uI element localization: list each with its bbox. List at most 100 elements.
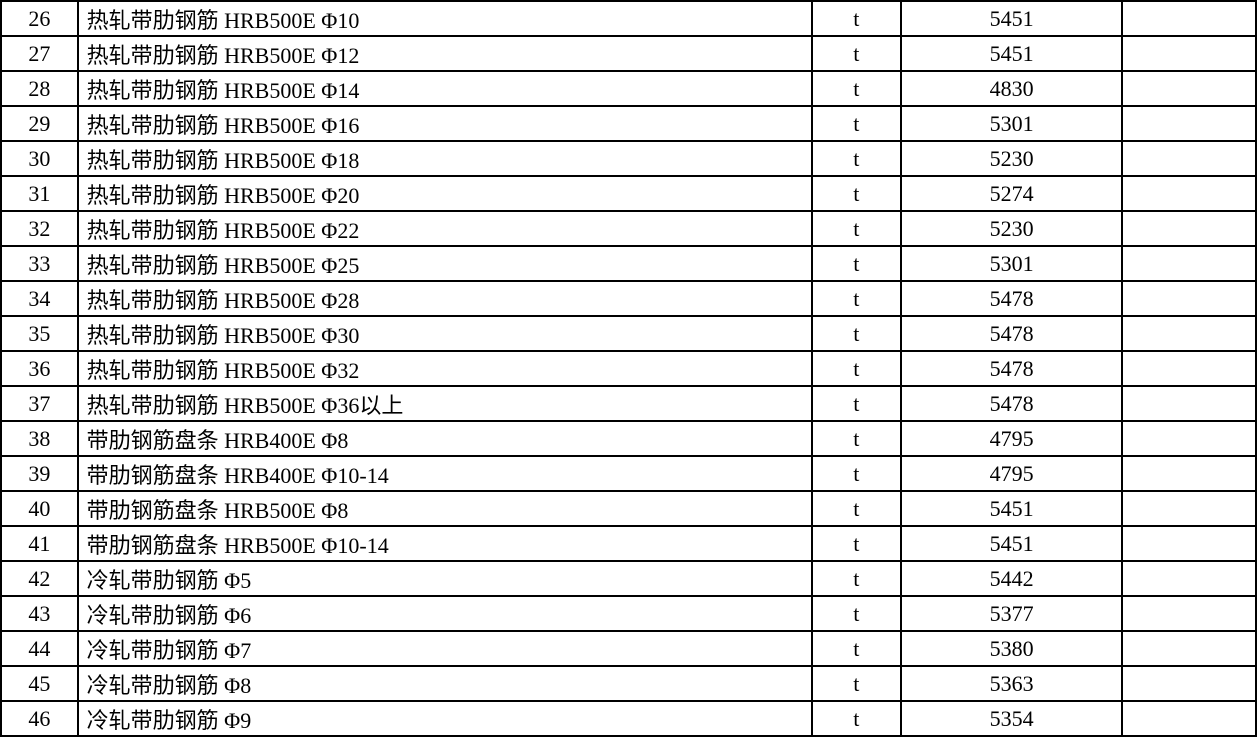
cell-unit: t: [812, 561, 901, 596]
cell-blank: [1122, 106, 1256, 141]
cell-index: 46: [1, 701, 78, 736]
cell-price: 5301: [901, 106, 1123, 141]
cell-unit: t: [812, 36, 901, 71]
cell-index: 45: [1, 666, 78, 701]
table-row: 41带肋钢筋盘条 HRB500E Φ10-14t5451: [1, 526, 1256, 561]
cell-price: 5230: [901, 141, 1123, 176]
cell-blank: [1122, 211, 1256, 246]
cell-index: 29: [1, 106, 78, 141]
cell-index: 31: [1, 176, 78, 211]
cell-index: 43: [1, 596, 78, 631]
cell-unit: t: [812, 596, 901, 631]
cell-blank: [1122, 666, 1256, 701]
cell-description: 冷轧带肋钢筋 Φ9: [78, 701, 812, 736]
cell-unit: t: [812, 701, 901, 736]
cell-blank: [1122, 176, 1256, 211]
cell-blank: [1122, 561, 1256, 596]
cell-description: 冷轧带肋钢筋 Φ6: [78, 596, 812, 631]
cell-price: 5230: [901, 211, 1123, 246]
table-row: 42冷轧带肋钢筋 Φ5t5442: [1, 561, 1256, 596]
table-body: 26热轧带肋钢筋 HRB500E Φ10t545127热轧带肋钢筋 HRB500…: [1, 1, 1256, 736]
cell-description: 热轧带肋钢筋 HRB500E Φ18: [78, 141, 812, 176]
cell-unit: t: [812, 211, 901, 246]
cell-blank: [1122, 701, 1256, 736]
cell-index: 40: [1, 491, 78, 526]
steel-price-table: 26热轧带肋钢筋 HRB500E Φ10t545127热轧带肋钢筋 HRB500…: [0, 0, 1257, 737]
cell-index: 42: [1, 561, 78, 596]
table-row: 38带肋钢筋盘条 HRB400E Φ8t4795: [1, 421, 1256, 456]
cell-index: 36: [1, 351, 78, 386]
cell-description: 带肋钢筋盘条 HRB500E Φ8: [78, 491, 812, 526]
cell-blank: [1122, 491, 1256, 526]
cell-price: 5451: [901, 491, 1123, 526]
table-row: 45冷轧带肋钢筋 Φ8t5363: [1, 666, 1256, 701]
cell-index: 44: [1, 631, 78, 666]
table-row: 46冷轧带肋钢筋 Φ9t5354: [1, 701, 1256, 736]
steel-price-table-container: 26热轧带肋钢筋 HRB500E Φ10t545127热轧带肋钢筋 HRB500…: [0, 0, 1257, 737]
table-row: 44冷轧带肋钢筋 Φ7t5380: [1, 631, 1256, 666]
cell-price: 5451: [901, 1, 1123, 36]
cell-description: 热轧带肋钢筋 HRB500E Φ12: [78, 36, 812, 71]
cell-price: 5478: [901, 316, 1123, 351]
cell-description: 热轧带肋钢筋 HRB500E Φ28: [78, 281, 812, 316]
cell-unit: t: [812, 316, 901, 351]
cell-index: 39: [1, 456, 78, 491]
table-row: 34热轧带肋钢筋 HRB500E Φ28t5478: [1, 281, 1256, 316]
cell-description: 带肋钢筋盘条 HRB400E Φ10-14: [78, 456, 812, 491]
cell-price: 4795: [901, 456, 1123, 491]
cell-blank: [1122, 456, 1256, 491]
table-row: 31热轧带肋钢筋 HRB500E Φ20t5274: [1, 176, 1256, 211]
cell-index: 33: [1, 246, 78, 281]
cell-unit: t: [812, 281, 901, 316]
cell-unit: t: [812, 631, 901, 666]
cell-unit: t: [812, 666, 901, 701]
cell-index: 35: [1, 316, 78, 351]
cell-price: 5301: [901, 246, 1123, 281]
cell-blank: [1122, 1, 1256, 36]
cell-index: 26: [1, 1, 78, 36]
cell-index: 38: [1, 421, 78, 456]
cell-price: 5380: [901, 631, 1123, 666]
table-row: 26热轧带肋钢筋 HRB500E Φ10t5451: [1, 1, 1256, 36]
cell-unit: t: [812, 1, 901, 36]
cell-price: 5354: [901, 701, 1123, 736]
cell-blank: [1122, 596, 1256, 631]
cell-description: 热轧带肋钢筋 HRB500E Φ14: [78, 71, 812, 106]
table-row: 28热轧带肋钢筋 HRB500E Φ14t4830: [1, 71, 1256, 106]
cell-price: 5478: [901, 281, 1123, 316]
table-row: 29热轧带肋钢筋 HRB500E Φ16t5301: [1, 106, 1256, 141]
cell-blank: [1122, 421, 1256, 456]
cell-description: 热轧带肋钢筋 HRB500E Φ32: [78, 351, 812, 386]
cell-description: 热轧带肋钢筋 HRB500E Φ36以上: [78, 386, 812, 421]
cell-price: 4795: [901, 421, 1123, 456]
cell-description: 热轧带肋钢筋 HRB500E Φ20: [78, 176, 812, 211]
cell-blank: [1122, 36, 1256, 71]
cell-unit: t: [812, 421, 901, 456]
cell-description: 热轧带肋钢筋 HRB500E Φ10: [78, 1, 812, 36]
cell-description: 冷轧带肋钢筋 Φ7: [78, 631, 812, 666]
cell-blank: [1122, 281, 1256, 316]
cell-index: 28: [1, 71, 78, 106]
cell-blank: [1122, 71, 1256, 106]
cell-unit: t: [812, 141, 901, 176]
cell-unit: t: [812, 71, 901, 106]
cell-description: 热轧带肋钢筋 HRB500E Φ25: [78, 246, 812, 281]
cell-unit: t: [812, 176, 901, 211]
cell-price: 5451: [901, 36, 1123, 71]
cell-blank: [1122, 141, 1256, 176]
cell-description: 热轧带肋钢筋 HRB500E Φ16: [78, 106, 812, 141]
table-row: 39带肋钢筋盘条 HRB400E Φ10-14t4795: [1, 456, 1256, 491]
cell-unit: t: [812, 491, 901, 526]
cell-price: 4830: [901, 71, 1123, 106]
cell-index: 41: [1, 526, 78, 561]
cell-description: 热轧带肋钢筋 HRB500E Φ22: [78, 211, 812, 246]
cell-price: 5478: [901, 351, 1123, 386]
table-row: 37热轧带肋钢筋 HRB500E Φ36以上t5478: [1, 386, 1256, 421]
cell-price: 5478: [901, 386, 1123, 421]
cell-blank: [1122, 631, 1256, 666]
cell-description: 带肋钢筋盘条 HRB500E Φ10-14: [78, 526, 812, 561]
cell-index: 32: [1, 211, 78, 246]
cell-unit: t: [812, 386, 901, 421]
table-row: 35热轧带肋钢筋 HRB500E Φ30t5478: [1, 316, 1256, 351]
cell-description: 热轧带肋钢筋 HRB500E Φ30: [78, 316, 812, 351]
